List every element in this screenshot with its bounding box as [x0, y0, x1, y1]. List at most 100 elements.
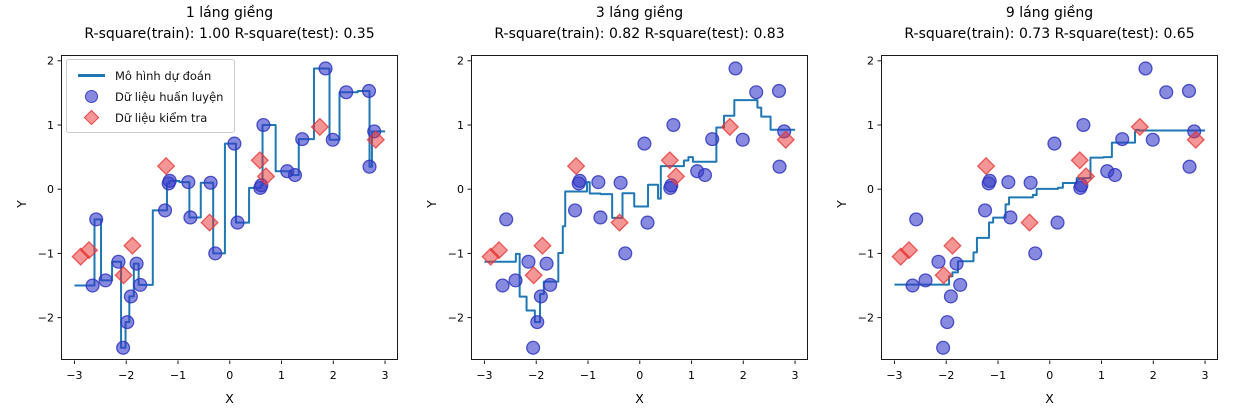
train-point: [1003, 210, 1018, 225]
train-point: [111, 254, 126, 269]
test-point: [79, 240, 99, 260]
subplot-k1-titles: 1 láng giềng R-square(train): 1.00 R-squ…: [41, 3, 418, 45]
train-point: [909, 212, 924, 227]
train-point: [1181, 83, 1197, 99]
x-tick-label: 0: [1046, 369, 1053, 382]
train-point: [593, 210, 608, 225]
x-tick-label: 0: [226, 369, 233, 382]
subplot-k9-titles: 9 láng giềng R-square(train): 0.73 R-squ…: [861, 3, 1236, 45]
train-point: [1115, 132, 1130, 147]
train-point: [1028, 246, 1043, 261]
train-point: [697, 168, 713, 183]
test-point: [310, 117, 330, 137]
subplot-k3: 3 láng giềng R-square(train): 0.82 R-squ…: [410, 0, 822, 415]
x-tick-label: −3: [66, 369, 82, 382]
x-tick-label: 3: [792, 369, 799, 382]
train-point: [116, 340, 131, 355]
train-point: [940, 315, 955, 330]
train-point: [1001, 175, 1016, 190]
axes-canvas: −3 −2 −1 0 1 2 3 −2 −1 0 1 2: [38, 55, 398, 382]
x-tick-label: 2: [740, 369, 747, 382]
train-point: [361, 83, 377, 99]
train-point: [295, 132, 310, 147]
x-tick-label: −2: [528, 369, 544, 382]
train-point: [120, 315, 135, 330]
train-point: [978, 203, 993, 218]
y-tick-label: 2: [867, 55, 874, 68]
test-point: [366, 130, 385, 149]
axes-frame: [471, 55, 808, 360]
train-point: [931, 254, 946, 269]
x-tick-label: 3: [1202, 369, 1209, 382]
train-point: [1145, 132, 1160, 147]
train-point: [982, 173, 997, 188]
train-point: [749, 85, 764, 100]
train-point: [953, 277, 968, 292]
model-line: [483, 99, 796, 324]
train-point: [728, 61, 743, 76]
test-point: [1070, 151, 1090, 170]
train-point: [772, 159, 787, 174]
subplot-k1: 1 láng giềng R-square(train): 1.00 R-squ…: [0, 0, 412, 415]
test-point: [1130, 117, 1150, 137]
train-point: [98, 273, 113, 288]
train-point: [318, 61, 333, 76]
train-point: [495, 278, 510, 293]
train-point: [705, 132, 720, 147]
train-point: [666, 117, 681, 133]
x-tick-label: −1: [990, 369, 1006, 382]
train-point: [533, 289, 548, 304]
train-point: [735, 132, 750, 147]
model-line-icon: [76, 74, 106, 77]
x-tick-label: −1: [580, 369, 596, 382]
train-point: [572, 173, 587, 188]
train-point: [771, 83, 787, 99]
plot-area-k1: −3 −2 −1 0 1 2 3 −2 −1 0 1 2: [0, 0, 412, 415]
train-point: [133, 277, 148, 292]
subplot-k9: 9 láng giềng R-square(train): 0.73 R-squ…: [820, 0, 1232, 415]
x-tick-label: 2: [1150, 369, 1157, 382]
axes-canvas: −3 −2 −1 0 1 2 3 −2 −1 0 1 2: [448, 55, 808, 382]
subplot-title: 1 láng giềng: [185, 5, 274, 21]
test-point: [250, 151, 270, 170]
train-point: [499, 212, 514, 227]
x-tick-label: −2: [938, 369, 954, 382]
y-tick-label: 0: [867, 183, 874, 196]
x-tick-label: 2: [330, 369, 337, 382]
train-point: [918, 273, 933, 288]
y-tick-label: −2: [38, 312, 54, 325]
train-point: [183, 210, 198, 225]
test-point: [256, 167, 276, 186]
subplot-subtitle: R-square(train): 0.73 R-square(test): 0.…: [904, 26, 1195, 42]
test-point: [666, 167, 686, 186]
train-point: [943, 289, 958, 304]
train-point: [85, 278, 100, 293]
train-point: [230, 215, 245, 230]
subplot-title: 9 láng giềng: [1005, 5, 1094, 21]
plot-area-k9: −3 −2 −1 0 1 2 3 −2 −1 0 1 2: [820, 0, 1232, 415]
x-axis-label: X: [1045, 391, 1054, 406]
train-point: [256, 117, 271, 133]
x-tick-label: −3: [476, 369, 492, 382]
train-point: [1107, 168, 1123, 183]
train-point: [1047, 136, 1062, 151]
train-point: [158, 203, 173, 218]
legend: Mô hình dự đoán Dữ liệu huấn luyện Dữ li…: [66, 59, 236, 133]
x-axis-label: X: [225, 391, 234, 406]
train-point: [362, 159, 377, 174]
train-point: [129, 256, 144, 271]
test-point: [776, 130, 795, 149]
subplot-k3-titles: 3 láng giềng R-square(train): 0.82 R-squ…: [451, 3, 828, 45]
y-tick-label: 0: [457, 183, 464, 196]
y-tick-label: −2: [858, 312, 874, 325]
test-point: [156, 156, 176, 176]
test-point: [899, 240, 919, 260]
y-tick-label: 0: [47, 183, 54, 196]
train-point: [936, 340, 951, 355]
y-tick-label: −1: [858, 247, 874, 260]
test-point: [123, 236, 142, 255]
test-point: [489, 240, 509, 260]
train-point: [123, 289, 138, 304]
y-tick-label: −2: [448, 312, 464, 325]
